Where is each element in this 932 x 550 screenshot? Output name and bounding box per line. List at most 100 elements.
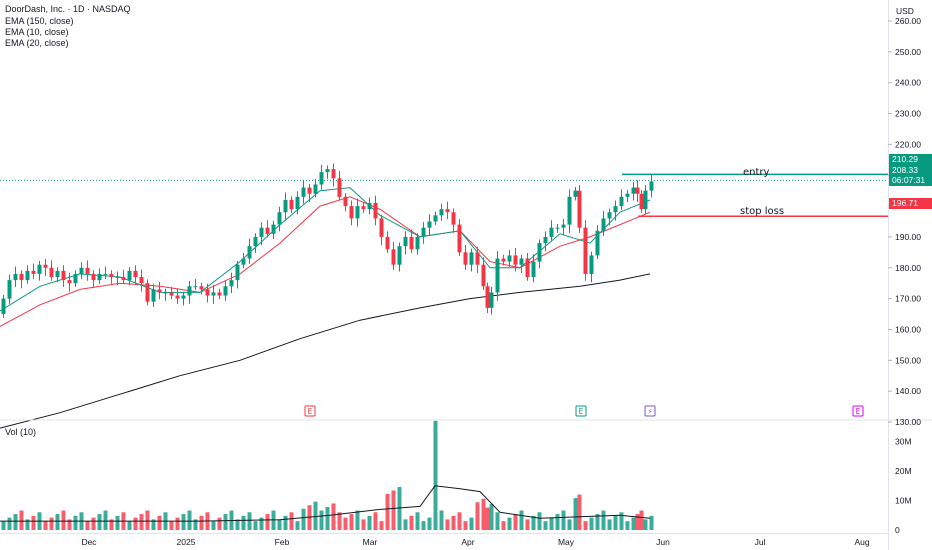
volume-bar xyxy=(501,521,506,530)
candle-body xyxy=(373,202,378,219)
candle-body xyxy=(253,236,258,247)
volume-tick-label: 20M xyxy=(895,466,912,476)
price-tick-label: 150.00 xyxy=(895,355,921,365)
legend-ema20[interactable]: EMA (20, close) xyxy=(5,38,69,48)
volume-bar xyxy=(475,502,480,530)
candle-body xyxy=(361,206,366,210)
price-tick-label: 250.00 xyxy=(895,47,921,57)
volume-bar xyxy=(43,521,48,530)
candle-body xyxy=(157,289,162,293)
volume-bar xyxy=(157,515,162,530)
volume-bar xyxy=(355,510,360,530)
candle-body xyxy=(223,286,228,296)
volume-bar xyxy=(127,521,132,530)
volume-bar xyxy=(67,519,72,530)
event-badge xyxy=(575,405,587,417)
price-tick-label: 190.00 xyxy=(895,232,921,242)
volume-bar xyxy=(283,515,288,530)
price-tick-label: 180.00 xyxy=(895,263,921,273)
candle-body xyxy=(643,190,648,210)
volume-bar xyxy=(31,515,36,530)
candle-body xyxy=(349,206,354,219)
volume-bar xyxy=(367,515,372,530)
volume-bar xyxy=(217,517,222,530)
time-tick-label: Jun xyxy=(656,537,670,547)
event-marker[interactable]: E xyxy=(304,405,316,417)
candle-body xyxy=(379,218,384,237)
candle-body xyxy=(549,227,554,237)
volume-bar xyxy=(513,514,518,530)
ema150-line xyxy=(0,273,651,429)
event-marker[interactable]: E xyxy=(852,405,864,417)
volume-bar xyxy=(577,494,582,530)
volume-bar xyxy=(469,517,474,530)
candle-body xyxy=(485,286,490,308)
candle-body xyxy=(37,264,42,274)
candle-body xyxy=(573,190,578,197)
candle-body xyxy=(151,289,156,302)
volume-bar xyxy=(145,510,150,530)
event-marker[interactable]: ⚡ xyxy=(644,405,656,417)
candle-body xyxy=(217,292,222,296)
volume-bar xyxy=(489,504,494,530)
volume-bar xyxy=(567,519,572,530)
volume-bar xyxy=(607,519,612,530)
volume-bar xyxy=(415,512,420,530)
volume-bar xyxy=(373,512,378,530)
candle-body xyxy=(307,187,312,194)
candle-body xyxy=(601,218,606,231)
last-price-tag: 208.33 06:07:31 xyxy=(889,165,932,186)
volume-bar xyxy=(55,514,60,530)
currency-label[interactable]: USD xyxy=(896,6,914,16)
ema20-line xyxy=(0,196,651,327)
volume-bar xyxy=(543,521,548,530)
volume-bar xyxy=(619,512,624,530)
volume-legend[interactable]: Vol (10) xyxy=(5,427,37,437)
legend-ema150[interactable]: EMA (150, close) xyxy=(5,16,74,26)
volume-bar xyxy=(277,519,282,530)
price-tick-label: 230.00 xyxy=(895,109,921,119)
candle-body xyxy=(97,273,102,281)
event-symbol: E xyxy=(856,407,861,416)
event-symbol: E xyxy=(579,407,584,416)
candle-body xyxy=(595,230,600,256)
volume-bar xyxy=(313,501,318,530)
candle-body xyxy=(525,258,530,278)
volume-bar xyxy=(337,512,342,530)
candle-body xyxy=(205,289,210,296)
candle-body xyxy=(403,236,408,247)
candle-body xyxy=(519,258,524,265)
volume-bar xyxy=(445,519,450,530)
candle-body xyxy=(489,292,494,308)
volume-bar xyxy=(561,510,566,530)
volume-bar xyxy=(25,519,30,530)
volume-bar xyxy=(181,514,186,530)
candle-body xyxy=(229,280,234,287)
candle-body xyxy=(619,196,624,207)
volume-bar xyxy=(385,494,390,530)
candle-body xyxy=(439,209,444,216)
candle-body xyxy=(289,199,294,210)
candle-body xyxy=(319,172,324,185)
candle-body xyxy=(613,206,618,213)
volume-tick-label: 0 xyxy=(895,525,900,535)
event-marker[interactable]: E xyxy=(575,405,587,417)
time-tick-label: May xyxy=(558,537,575,547)
volume-bar xyxy=(139,514,144,530)
volume-bar xyxy=(325,506,330,530)
legend-ema10[interactable]: EMA (10, close) xyxy=(5,27,69,37)
candle-body xyxy=(577,190,582,228)
candle-body xyxy=(469,252,474,265)
price-tick-label: 260.00 xyxy=(895,16,921,26)
candle-body xyxy=(625,193,630,197)
volume-tick-label: 10M xyxy=(895,496,912,506)
volume-bar xyxy=(525,519,530,530)
stop-loss-price-tag: 196.71 xyxy=(889,198,932,209)
volume-bar xyxy=(199,515,204,530)
volume-bar xyxy=(97,514,102,530)
volume-bar xyxy=(193,519,198,530)
volume-bar xyxy=(91,517,96,530)
candle-body xyxy=(19,273,24,281)
volume-bar xyxy=(549,517,554,530)
